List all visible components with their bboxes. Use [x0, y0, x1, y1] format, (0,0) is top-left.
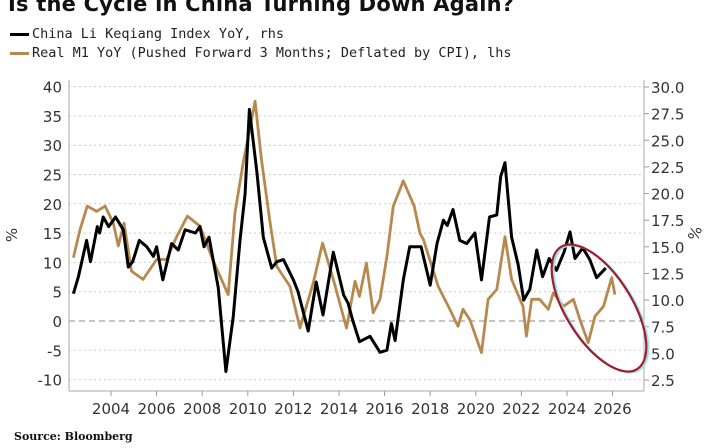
y-tick-right: 30.0 — [651, 79, 684, 97]
x-tick-label: 2012 — [274, 400, 312, 418]
legend-swatch-gold — [10, 51, 29, 55]
x-tick-label: 2026 — [594, 400, 632, 418]
annotation-ellipse — [550, 243, 648, 373]
y-axis-label-right: % — [684, 224, 706, 244]
y-tick-left: 10 — [43, 254, 62, 272]
x-tick-label: 2018 — [411, 400, 449, 418]
x-tick-label: 2022 — [502, 400, 540, 418]
annotation-ellipse-glow — [552, 244, 650, 374]
y-tick-left: 40 — [43, 79, 62, 97]
legend-label: Real M1 YoY (Pushed Forward 3 Months; De… — [32, 45, 512, 61]
legend-swatch-black — [10, 32, 29, 36]
series-line-real-m1 — [72, 99, 617, 354]
y-tick-left: 15 — [43, 225, 62, 243]
y-tick-left: 30 — [43, 137, 62, 155]
y-tick-right: 22.5 — [651, 159, 684, 177]
y-tick-right: 15.0 — [651, 239, 684, 257]
y-tick-right: 20.0 — [651, 186, 684, 204]
y-tick-right: 7.5 — [651, 319, 675, 337]
y-tick-left: -5 — [47, 342, 62, 360]
x-tick-label: 2010 — [229, 400, 267, 418]
y-tick-right: 5.0 — [651, 345, 675, 363]
series-line-li-keqiang — [71, 107, 607, 373]
legend-item-li-keqiang: China Li Keqiang Index YoY, rhs — [10, 26, 284, 42]
x-tick-label: 2008 — [183, 400, 221, 418]
x-tick-label: 2020 — [457, 400, 495, 418]
x-tick-label: 2004 — [92, 400, 130, 418]
y-tick-left: -10 — [38, 372, 63, 390]
x-tick-label: 2006 — [138, 400, 176, 418]
x-tick-label: 2014 — [320, 400, 358, 418]
y-tick-right: 25.0 — [651, 132, 684, 150]
y-tick-left: 25 — [43, 167, 62, 185]
chart-title: Is the Cycle in China Turning Down Again… — [8, 0, 515, 16]
y-tick-right: 17.5 — [651, 212, 684, 230]
x-tick-label: 2016 — [366, 400, 404, 418]
y-tick-left: 5 — [52, 284, 62, 302]
y-tick-right: 10.0 — [651, 292, 684, 310]
y-tick-left: 35 — [43, 108, 62, 126]
y-tick-right: 2.5 — [651, 372, 675, 390]
source-note: Source: Bloomberg — [14, 430, 133, 443]
legend-item-real-m1: Real M1 YoY (Pushed Forward 3 Months; De… — [10, 45, 512, 61]
y-tick-left: 0 — [52, 313, 62, 331]
legend-label: China Li Keqiang Index YoY, rhs — [32, 26, 284, 42]
y-tick-right: 27.5 — [651, 106, 684, 124]
x-tick-label: 2024 — [548, 400, 586, 418]
y-tick-right: 12.5 — [651, 265, 684, 283]
y-tick-left: 20 — [43, 196, 62, 214]
y-axis-label-left: % — [3, 228, 21, 242]
